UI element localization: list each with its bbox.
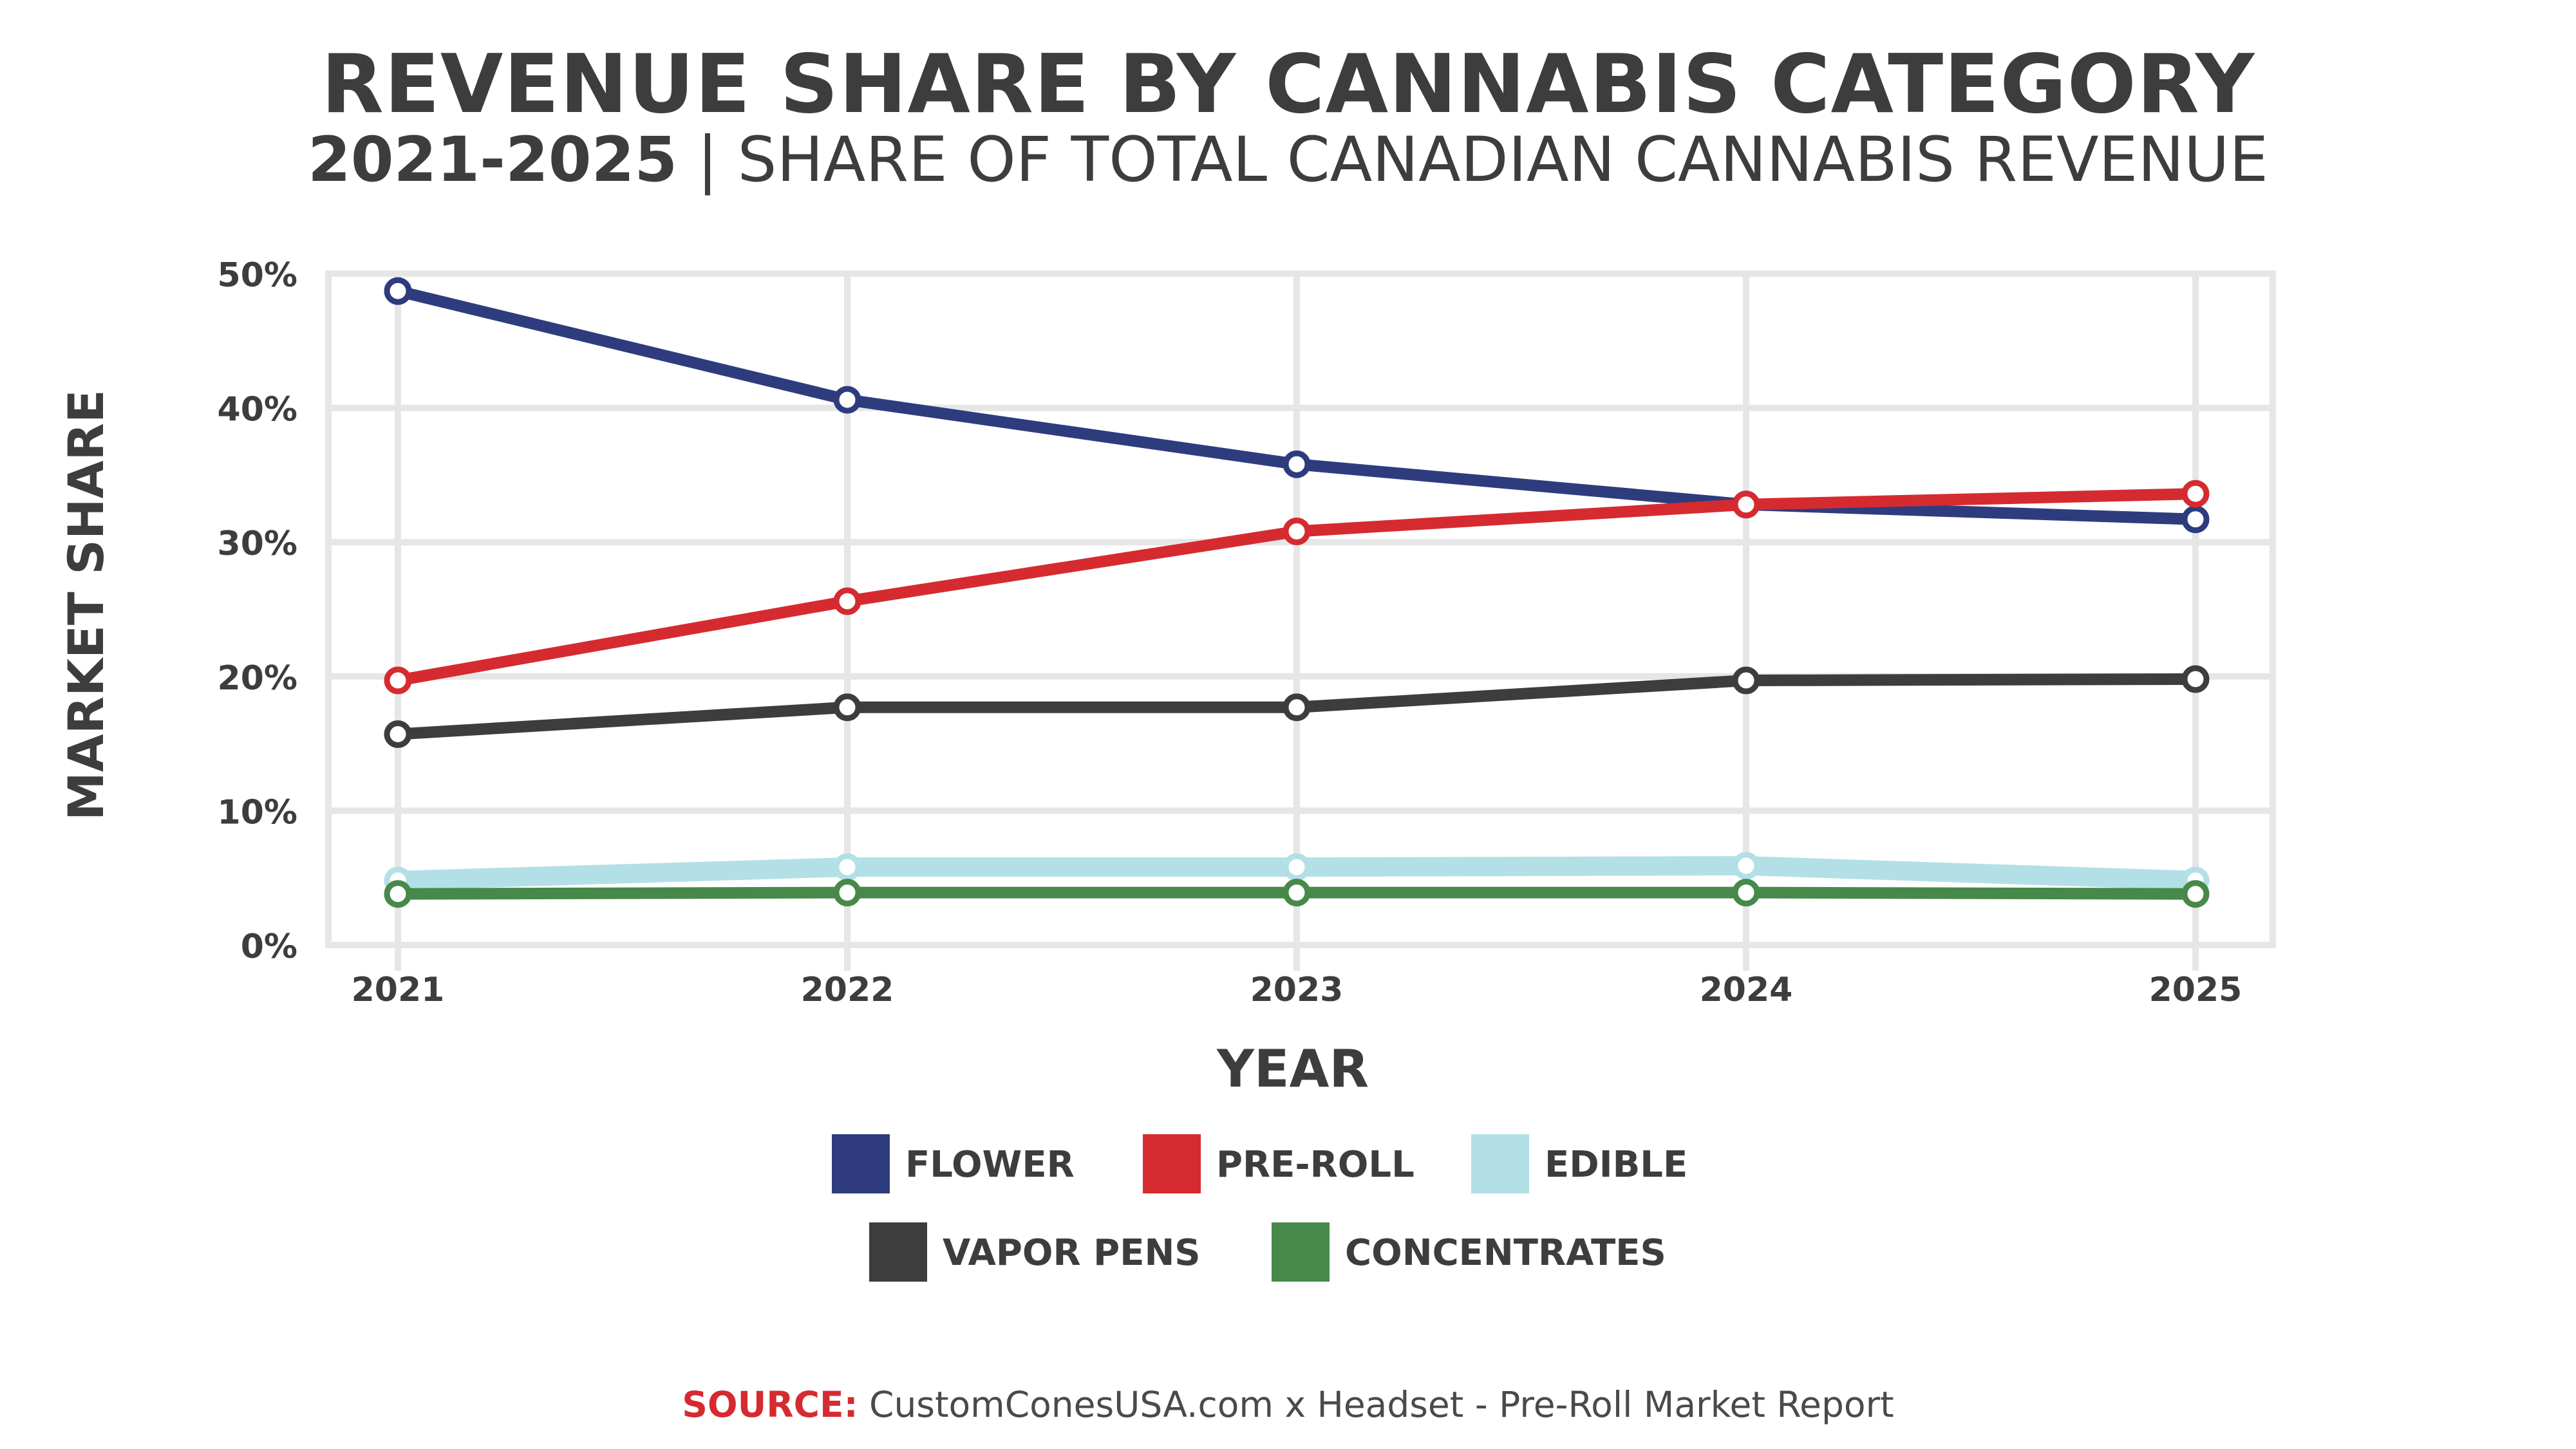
series-concentrates: [384, 879, 2210, 908]
legend: FLOWER PRE-ROLL EDIBLE VAPOR PENS CONCENTRAT…: [832, 1134, 1688, 1282]
y-tick-label: 20%: [218, 659, 297, 698]
data-point: [2181, 880, 2210, 908]
data-point: [2181, 480, 2210, 508]
y-tick-label: 30%: [218, 525, 297, 563]
legend-label: FLOWER: [905, 1144, 1075, 1186]
data-point: [1732, 879, 1760, 907]
y-axis-ticks: 0% 10% 20% 30% 40% 50%: [218, 256, 297, 966]
source-text: CustomConesUSA.com x Headset - Pre-Roll …: [869, 1384, 1894, 1425]
legend-swatch: [832, 1134, 890, 1193]
data-point: [1732, 666, 1760, 695]
y-tick-label: 0%: [241, 928, 297, 966]
x-tick-label: 2023: [1250, 971, 1344, 1009]
data-point: [1283, 879, 1311, 907]
data-point: [1283, 693, 1311, 722]
data-point: [1283, 450, 1311, 478]
subtitle-separator: |: [697, 124, 719, 196]
data-point: [1283, 853, 1311, 881]
data-point: [384, 277, 412, 305]
legend-item-vapor-pens: VAPOR PENS: [869, 1222, 1201, 1282]
grid: [325, 270, 2276, 971]
series-vapor-pens: [384, 665, 2210, 748]
legend-item-pre-roll: PRE-ROLL: [1143, 1134, 1415, 1193]
data-point: [1732, 491, 1760, 519]
series-lines: [384, 277, 2210, 908]
legend-swatch: [1272, 1222, 1330, 1282]
x-tick-label: 2022: [801, 971, 894, 1009]
data-point: [384, 720, 412, 748]
chart-subtitle: 2021-2025 | SHARE OF TOTAL CANADIAN CANN…: [0, 126, 2576, 194]
y-tick-label: 40%: [218, 391, 297, 429]
data-point: [384, 666, 412, 695]
data-point: [2181, 665, 2210, 693]
data-point: [1283, 518, 1311, 546]
plot-frame: [325, 270, 2276, 948]
x-tick-label: 2021: [352, 971, 445, 1009]
x-axis-label: YEAR: [1216, 1039, 1369, 1099]
legend-swatch: [1471, 1134, 1529, 1193]
y-tick-label: 50%: [218, 256, 297, 295]
legend-item-flower: FLOWER: [832, 1134, 1075, 1193]
legend-swatch: [1143, 1134, 1201, 1193]
data-point: [833, 693, 861, 722]
legend-item-edible: EDIBLE: [1471, 1134, 1688, 1193]
data-point: [2181, 505, 2210, 534]
legend-swatch: [869, 1222, 927, 1282]
series-pre-roll: [384, 480, 2210, 695]
data-point: [1732, 852, 1760, 880]
data-point: [833, 587, 861, 615]
legend-item-concentrates: CONCENTRATES: [1272, 1222, 1666, 1282]
data-point: [833, 386, 861, 414]
chart-title: REVENUE SHARE BY CANNABIS CATEGORY: [321, 37, 2255, 131]
source-note: SOURCE: CustomConesUSA.com x Headset - P…: [0, 1384, 2576, 1425]
source-label: SOURCE:: [682, 1384, 858, 1425]
subtitle-years: 2021-2025: [307, 124, 678, 196]
legend-label: PRE-ROLL: [1216, 1144, 1415, 1186]
data-point: [833, 853, 861, 881]
x-axis-ticks: 2021 2022 2023 2024 2025: [352, 971, 2242, 1009]
x-tick-label: 2025: [2149, 971, 2242, 1009]
subtitle-description: SHARE OF TOTAL CANADIAN CANNABIS REVENUE: [737, 124, 2269, 196]
data-point: [833, 879, 861, 907]
legend-label: EDIBLE: [1545, 1144, 1688, 1186]
x-tick-label: 2024: [1700, 971, 1793, 1009]
legend-label: VAPOR PENS: [943, 1232, 1201, 1274]
legend-label: CONCENTRATES: [1345, 1232, 1666, 1274]
y-axis-label: MARKET SHARE: [57, 389, 115, 821]
y-tick-label: 10%: [218, 793, 297, 832]
data-point: [384, 880, 412, 908]
